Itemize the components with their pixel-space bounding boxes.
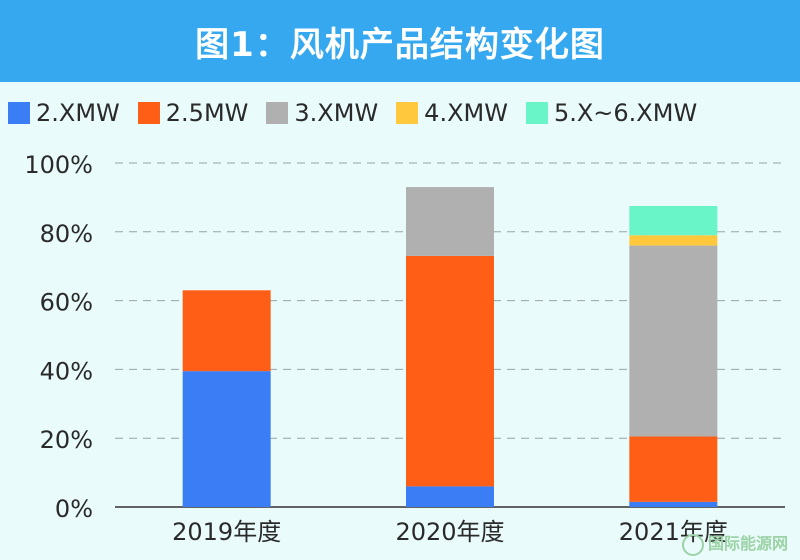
chart-title: 图1：风机产品结构变化图 (195, 24, 605, 65)
bar-segment (182, 371, 271, 507)
legend-swatch (8, 102, 30, 124)
legend-item: 3.XMW (266, 99, 378, 127)
title-banner: 图1：风机产品结构变化图 (0, 0, 800, 82)
legend-swatch (396, 102, 419, 124)
legend-label: 4.XMW (424, 99, 508, 127)
x-tick-label: 2021年度 (619, 518, 728, 546)
bar-segment (406, 187, 494, 256)
legend-swatch (137, 102, 160, 124)
y-tick-label: 40% (40, 357, 93, 385)
y-tick-label: 100% (24, 151, 93, 179)
legend-swatch (266, 102, 289, 124)
bar-segment (182, 290, 271, 372)
legend-item: 2.XMW (8, 99, 120, 127)
y-tick-label: 80% (40, 220, 93, 248)
y-tick-label: 0% (55, 495, 93, 523)
bar-segment (629, 245, 718, 437)
y-tick-label: 60% (40, 289, 93, 317)
y-tick-label: 20% (40, 426, 93, 454)
x-tick-label: 2019年度 (172, 518, 281, 546)
legend-item: 5.X~6.XMW (525, 99, 698, 127)
bar-segment (629, 501, 718, 507)
legend-label: 3.XMW (294, 99, 379, 127)
legend-item: 4.XMW (396, 99, 508, 127)
bar-segment (629, 436, 718, 502)
watermark: 国际能源网 (707, 534, 788, 553)
legend: 2.XMW 2.5MW 3.XMW 4.XMW 5.X~6.XMW (8, 96, 798, 130)
bar-segment (629, 206, 718, 236)
legend-item: 2.5MW (137, 99, 249, 127)
x-tick-label: 2020年度 (395, 518, 504, 546)
bar-segment (406, 486, 494, 507)
legend-label: 2.5MW (165, 99, 249, 127)
bar-segment (629, 235, 718, 246)
bar-segment (406, 255, 494, 487)
watermark-logo-icon (682, 534, 704, 556)
legend-label: 2.XMW (36, 99, 120, 127)
legend-label: 5.X~6.XMW (553, 99, 698, 127)
legend-swatch (525, 102, 548, 124)
